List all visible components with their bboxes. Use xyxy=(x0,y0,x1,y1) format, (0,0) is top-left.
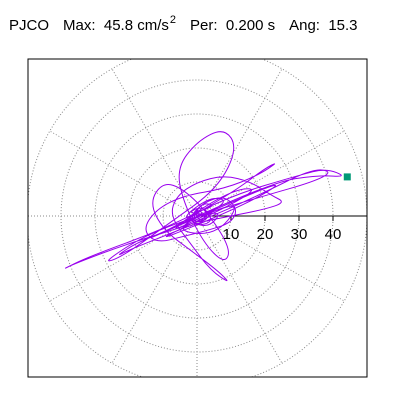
chart-header: PJCO Max: 45.8 cm/s2 Per: 0.200 s Ang: 15.3 xyxy=(9,14,358,34)
angle-value: 15.3 xyxy=(328,17,358,34)
max-value: 45.8 cm/s xyxy=(103,17,169,34)
tick-label-10: 10 xyxy=(223,226,240,243)
max-unit-exponent: 2 xyxy=(169,14,177,26)
grid-spoke-240 xyxy=(111,215,198,364)
grid-spoke-300 xyxy=(196,215,283,364)
tick-labels: 10 20 30 40 xyxy=(223,226,342,243)
grid-spoke-330 xyxy=(196,215,345,302)
grid-spoke-120 xyxy=(111,68,198,217)
tick-label-20: 20 xyxy=(257,226,274,243)
tick-label-30: 30 xyxy=(291,226,308,243)
motion-trace xyxy=(65,131,342,282)
axes xyxy=(197,215,367,221)
max-label: Max: xyxy=(63,17,96,34)
period-label: Per: xyxy=(190,17,218,34)
tick-label-40: 40 xyxy=(325,226,342,243)
grid-spoke-150 xyxy=(49,130,198,217)
motion-trace-layer xyxy=(65,131,351,282)
peak-marker xyxy=(343,173,351,181)
period-value: 0.200 s xyxy=(225,17,276,34)
grid-spoke-30 xyxy=(196,130,345,217)
angle-label: Ang: xyxy=(289,17,320,34)
plot-frame xyxy=(27,58,368,378)
station-code: PJCO xyxy=(9,17,50,34)
grid-spoke-210 xyxy=(49,215,198,302)
grid-spoke-60 xyxy=(196,68,283,217)
